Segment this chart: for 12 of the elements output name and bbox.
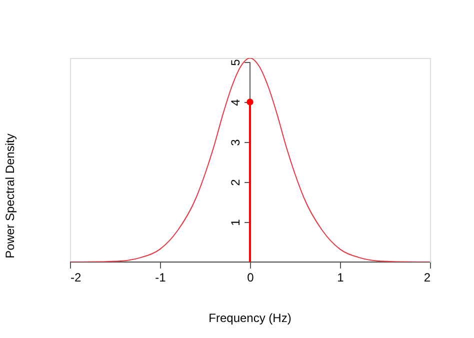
x-tick-label: -2 (70, 270, 82, 284)
x-tick-label: 0 (247, 270, 254, 284)
x-axis-title: Frequency (Hz) (208, 311, 292, 325)
x-tick-label: 2 (424, 270, 431, 284)
y-tick-label: 4 (228, 98, 242, 106)
y-tick-label: 1 (228, 218, 242, 226)
y-tick-label: 2 (228, 178, 242, 186)
x-tick-label: -1 (155, 270, 166, 284)
x-tick-label: 1 (337, 270, 344, 284)
y-tick-label: 5 (228, 58, 242, 66)
y-tick-label: 3 (228, 138, 242, 146)
y-axis-title: Power Spectral Density (3, 134, 17, 258)
